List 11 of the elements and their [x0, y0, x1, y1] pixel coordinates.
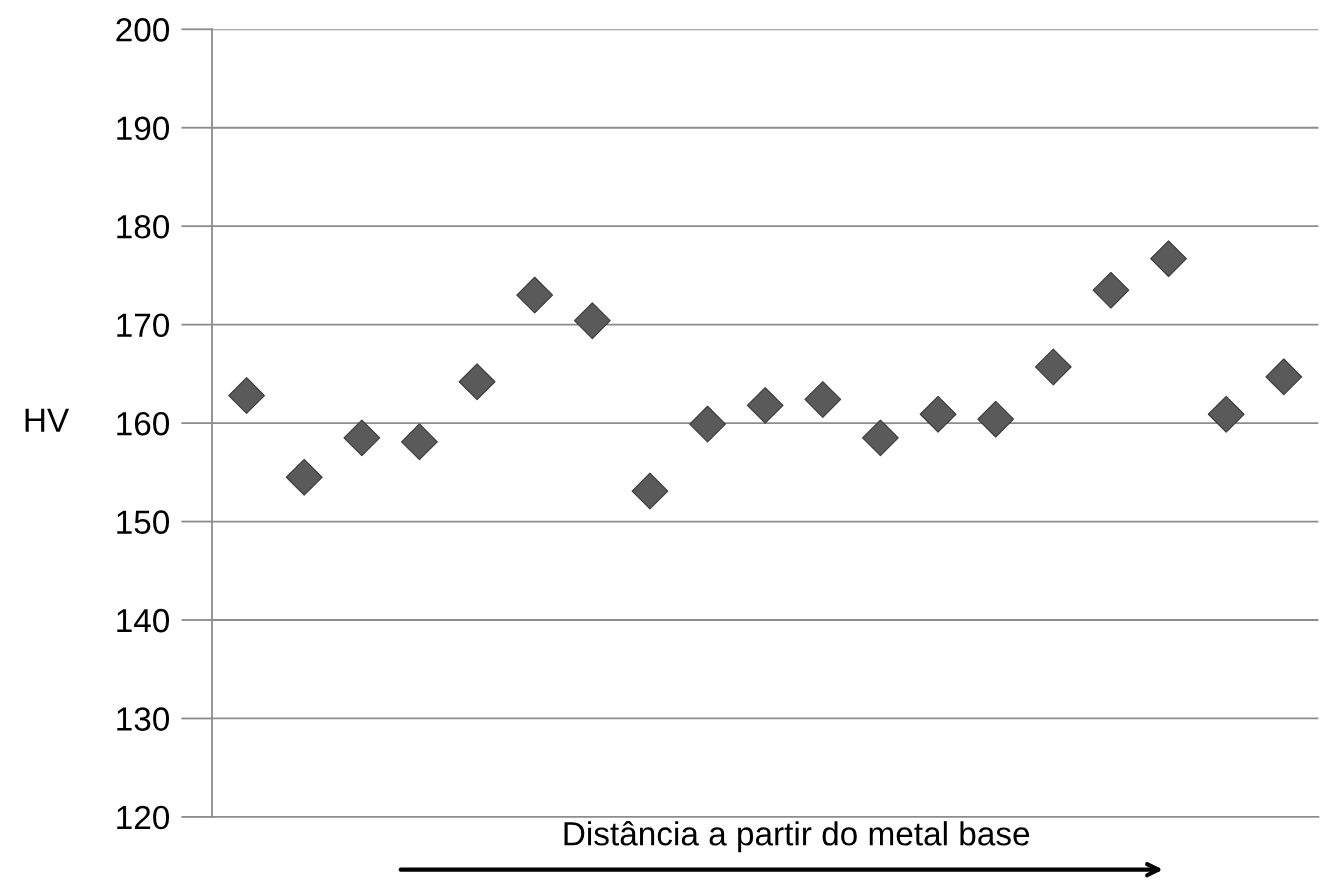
y-tick-label: 180 — [117, 214, 170, 239]
y-tick-label: 130 — [117, 707, 170, 731]
y-axis-title: HV — [25, 408, 70, 432]
y-tick-label: 120 — [117, 805, 170, 830]
x-axis-title: Distância a partir do metal base — [564, 821, 1030, 853]
y-tick-label: 140 — [117, 608, 170, 633]
y-tick-label: 150 — [117, 510, 170, 534]
y-tick-label: 190 — [117, 116, 170, 141]
y-tick-label: 170 — [117, 313, 170, 338]
y-tick-label: 160 — [117, 411, 170, 436]
y-tick-label: 200 — [116, 18, 170, 42]
